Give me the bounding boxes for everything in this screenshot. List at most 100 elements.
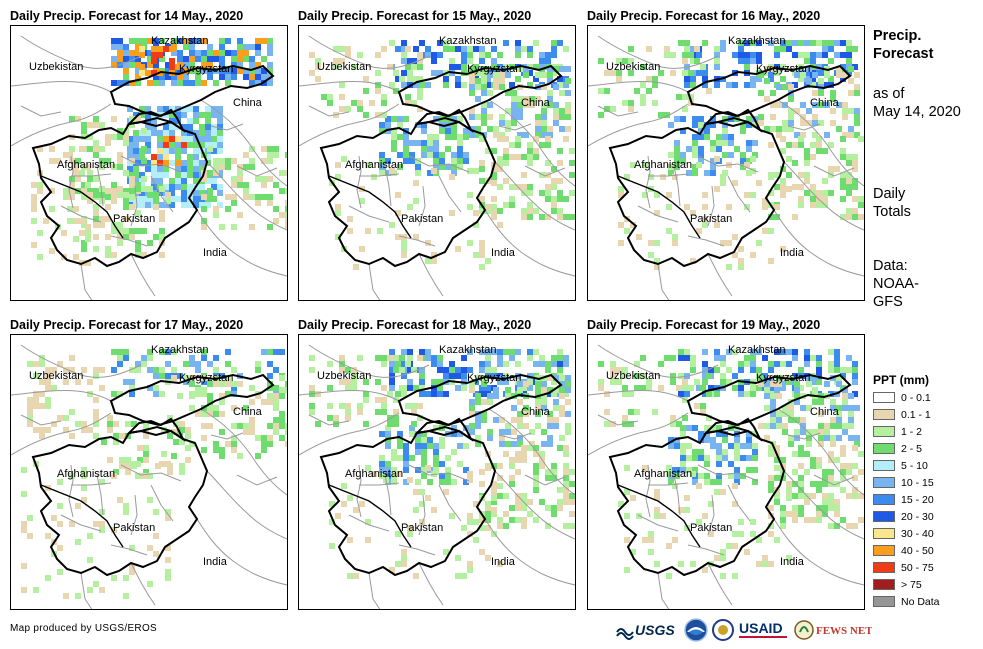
precip-cell [219, 447, 225, 453]
precip-cell [335, 174, 341, 180]
precip-cell [403, 461, 409, 467]
precip-cell [770, 102, 776, 108]
precip-cell [169, 130, 175, 136]
precip-cell [357, 106, 363, 112]
precip-cell [752, 431, 758, 437]
precip-cell [219, 50, 225, 56]
precip-cell [249, 429, 255, 435]
precip-cell [461, 82, 467, 88]
precip-cell [219, 373, 225, 379]
precip-cell [523, 72, 529, 78]
precip-cell [547, 417, 553, 423]
precip-cell [165, 373, 171, 379]
precip-cell [740, 158, 746, 164]
precip-cell [133, 136, 139, 142]
precip-cell [551, 505, 557, 511]
precip-cell [551, 208, 557, 214]
precip-cell [535, 96, 541, 102]
legend-swatch [873, 392, 895, 403]
precip-cell [686, 467, 692, 473]
precip-cell [541, 120, 547, 126]
precip-cell [828, 469, 834, 475]
precip-cell [672, 174, 678, 180]
precip-cell [557, 196, 563, 202]
precip-cell [786, 495, 792, 501]
precip-cell [529, 441, 535, 447]
precip-cell [523, 381, 529, 387]
precip-cell [744, 355, 750, 361]
precip-cell [81, 427, 87, 433]
precip-cell [93, 146, 99, 152]
precip-cell [798, 451, 804, 457]
precip-cell [722, 431, 728, 437]
precip-cell [407, 385, 413, 391]
precip-cell [445, 146, 451, 152]
precip-cell [559, 387, 565, 393]
precip-cell [714, 156, 720, 162]
precip-cell [634, 409, 640, 415]
precip-cell [756, 537, 762, 543]
precip-cell [107, 457, 113, 463]
precip-cell [201, 411, 207, 417]
country-boundary [703, 108, 763, 133]
admin-boundary [418, 253, 444, 297]
precip-cell [45, 385, 51, 391]
admin-boundary [308, 414, 350, 426]
precip-cell [768, 190, 774, 196]
precip-cell [237, 50, 243, 56]
precip-cell [834, 511, 840, 517]
precip-cell [622, 415, 628, 421]
precip-cell [401, 46, 407, 52]
precip-cell [545, 58, 551, 64]
precip-cell [433, 443, 439, 449]
precip-cell [469, 108, 475, 114]
precip-cell [139, 106, 145, 112]
precip-cell [840, 40, 846, 46]
precip-cell [237, 170, 243, 176]
legend-row: 0 - 0.1 [873, 389, 940, 406]
precip-cell [165, 68, 171, 74]
precip-cell [207, 381, 213, 387]
precip-cell [395, 46, 401, 52]
precip-cell [750, 76, 756, 82]
precip-cell [541, 126, 547, 132]
precip-cell [415, 122, 421, 128]
precip-cell [201, 38, 207, 44]
precip-cell [702, 513, 708, 519]
precip-cell [177, 373, 183, 379]
legend-row: 2 - 5 [873, 440, 940, 457]
precip-cell [810, 184, 816, 190]
precip-cell [842, 102, 848, 108]
precip-cell [279, 188, 285, 194]
precip-cell [658, 361, 664, 367]
precip-cell [213, 50, 219, 56]
precip-cell [157, 130, 163, 136]
precip-cell [732, 531, 738, 537]
precip-cell [722, 116, 728, 122]
precip-cell [479, 136, 485, 142]
precip-cell [840, 172, 846, 178]
precip-cell [842, 108, 848, 114]
precip-cell [505, 72, 511, 78]
precip-cell [397, 152, 403, 158]
precip-cell [117, 164, 123, 170]
precip-cell [816, 367, 822, 373]
precip-cell [527, 154, 533, 160]
precip-cell [357, 52, 363, 58]
precip-cell [804, 172, 810, 178]
precip-cell [213, 56, 219, 62]
precip-cell [563, 493, 569, 499]
precip-cell [698, 455, 704, 461]
precip-cell [738, 52, 744, 58]
precip-cell [728, 461, 734, 467]
precip-cell [750, 192, 756, 198]
precip-cell [401, 349, 407, 355]
legend-swatch [873, 477, 895, 488]
precip-cell [111, 391, 117, 397]
precip-cell [487, 90, 493, 96]
precip-cell [738, 361, 744, 367]
precip-cell [395, 76, 401, 82]
usaid-text: USAID [739, 620, 783, 636]
precip-cell [716, 146, 722, 152]
